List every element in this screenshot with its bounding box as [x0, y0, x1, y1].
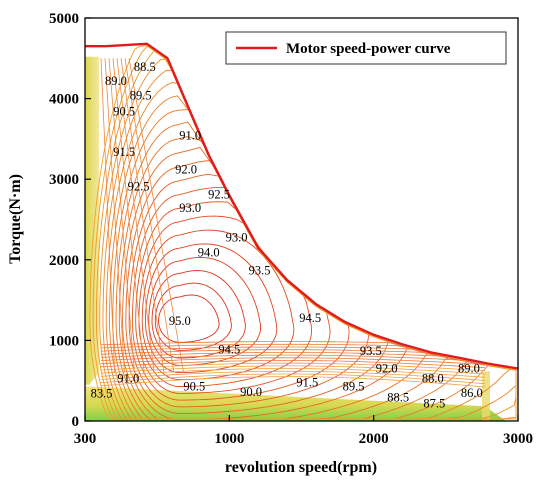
- contour-line: [100, 357, 486, 366]
- efficiency-labels: 88.589.089.590.591.091.592.092.592.593.0…: [91, 60, 483, 410]
- efficiency-label: 91.0: [179, 129, 201, 143]
- legend-entry-label: Motor speed-power curve: [286, 41, 451, 57]
- efficiency-label: 92.5: [128, 180, 150, 194]
- efficiency-label: 91.5: [113, 145, 135, 159]
- x-tick-label: 2000: [359, 431, 389, 447]
- efficiency-label: 95.0: [169, 314, 191, 328]
- efficiency-contour-lines: [89, 45, 517, 420]
- contour-line: [154, 282, 232, 351]
- contour-line: [120, 58, 165, 373]
- x-tick-label: 300: [74, 431, 97, 447]
- low-speed-fill: [85, 56, 99, 385]
- efficiency-label: 89.5: [343, 379, 365, 393]
- contour-line: [148, 256, 262, 366]
- efficiency-label: 92.0: [376, 362, 398, 376]
- efficiency-label: 94.5: [299, 311, 321, 325]
- y-tick-label: 5000: [49, 11, 79, 27]
- x-axis-label: revolution speed(rpm): [225, 459, 377, 476]
- efficiency-label: 94.0: [198, 246, 220, 260]
- efficiency-label: 89.0: [105, 74, 127, 88]
- contour-line: [100, 373, 486, 385]
- contour-line: [116, 58, 155, 373]
- efficiency-label: 83.5: [91, 387, 113, 401]
- speed-power-curve-layer: [85, 42, 518, 370]
- efficiency-label: 90.5: [183, 379, 205, 393]
- contour-line: [100, 370, 486, 381]
- contour-line: [100, 376, 486, 388]
- efficiency-label: 91.5: [296, 375, 318, 389]
- y-tick-label: 1000: [49, 333, 79, 349]
- efficiency-label: 88.0: [422, 371, 444, 385]
- contour-line: [100, 349, 486, 366]
- contour-line: [104, 58, 125, 373]
- contour-line: [100, 360, 486, 368]
- contour-line: [108, 58, 135, 373]
- contour-line: [112, 58, 145, 373]
- x-tick-label: 3000: [503, 431, 533, 447]
- efficiency-label: 87.5: [423, 396, 445, 410]
- legend: Motor speed-power curve: [225, 31, 507, 65]
- x-tick-label: 1000: [214, 431, 244, 447]
- efficiency-label: 93.5: [360, 344, 382, 358]
- y-tick-label: 3000: [49, 172, 79, 188]
- efficiency-label: 92.5: [208, 188, 230, 202]
- efficiency-label: 92.0: [175, 163, 197, 177]
- high-speed-fill: [482, 371, 490, 421]
- efficiency-label: 86.0: [461, 386, 483, 400]
- low-torque-fill: [85, 386, 506, 421]
- y-tick-label: 2000: [49, 253, 79, 269]
- speed-power-curve: [85, 42, 518, 370]
- efficiency-label: 91.0: [117, 371, 139, 385]
- axis-ticks: 300 1000 2000 3000 0 1000 2000 3000 4000 5000: [49, 11, 533, 447]
- efficiency-label: 88.5: [387, 391, 409, 405]
- contour-line: [100, 58, 116, 373]
- efficiency-label: 94.5: [218, 342, 240, 356]
- plot-frame: [84, 17, 519, 422]
- y-tick-label: 4000: [49, 92, 79, 108]
- contour-line: [100, 354, 486, 366]
- efficiency-label: 89.0: [458, 362, 480, 376]
- contour-line: [100, 352, 486, 366]
- contour-line: [100, 365, 486, 375]
- efficiency-label: 93.5: [249, 263, 271, 277]
- contour-line: [158, 294, 220, 343]
- y-tick-label: 0: [72, 414, 80, 430]
- efficiency-label: 93.0: [179, 201, 201, 215]
- efficiency-label: 89.5: [130, 88, 152, 102]
- contour-line: [100, 368, 486, 378]
- efficiency-label: 90.5: [113, 105, 135, 119]
- y-axis-label: Torque(N·m): [7, 174, 24, 264]
- efficiency-label: 90.0: [240, 385, 262, 399]
- contour-line: [100, 362, 486, 372]
- contour-line: [100, 341, 486, 366]
- contour-line: [128, 58, 184, 373]
- contour-line: [124, 58, 175, 373]
- efficiency-label: 93.0: [226, 230, 248, 244]
- low-efficiency-fill: [85, 56, 506, 421]
- efficiency-label: 88.5: [134, 60, 156, 74]
- contour-line: [145, 243, 278, 374]
